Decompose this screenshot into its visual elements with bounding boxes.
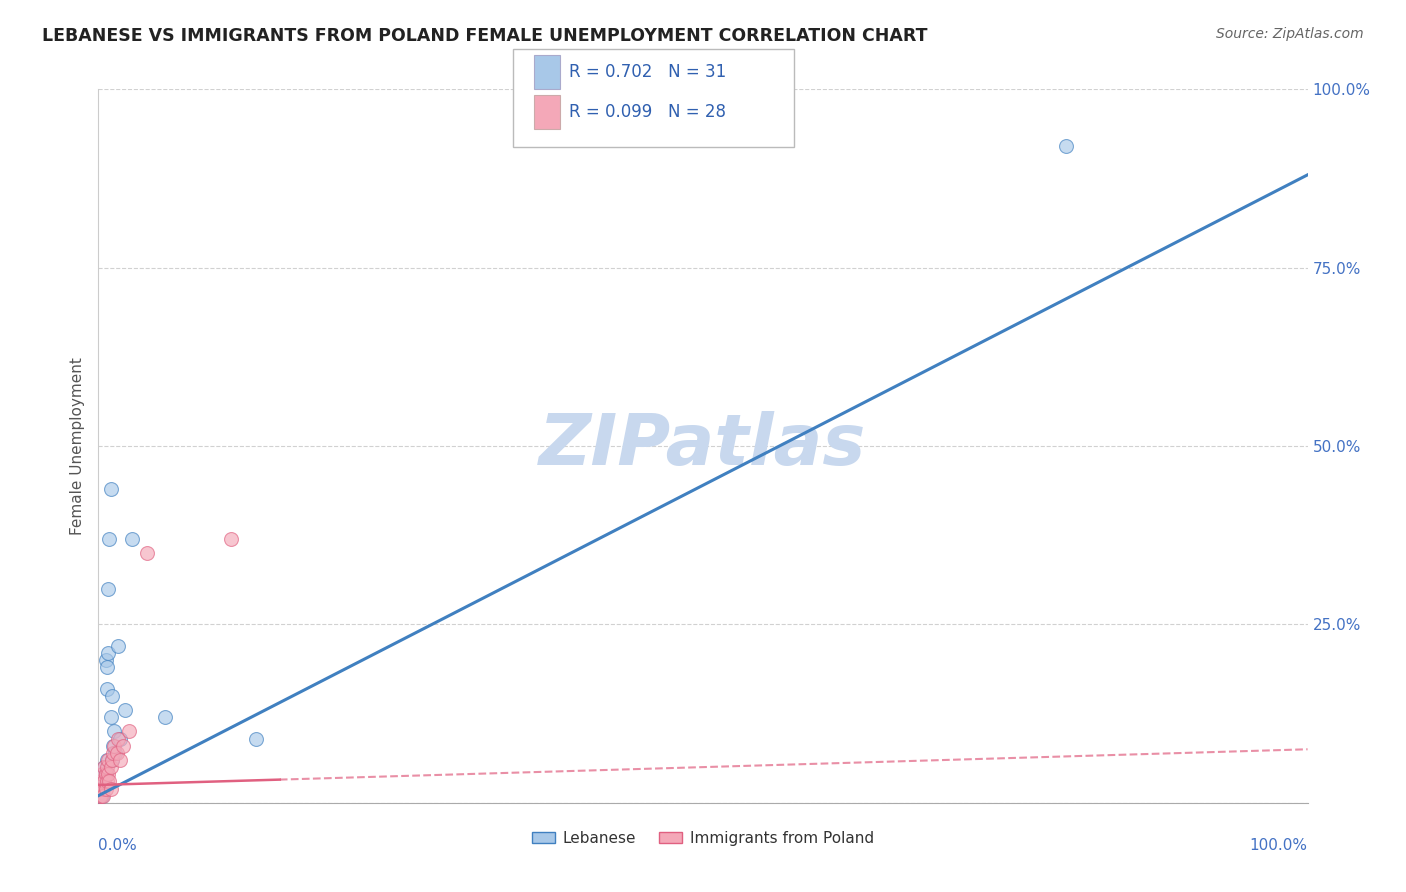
- Text: R = 0.099   N = 28: R = 0.099 N = 28: [569, 103, 727, 121]
- Point: [93, 760, 115, 774]
- Point: [108, 753, 131, 767]
- Point: [97, 753, 120, 767]
- Point: [107, 731, 129, 746]
- Point: [104, 746, 127, 760]
- Point: [89, 789, 111, 803]
- Point: [91, 774, 114, 789]
- Point: [94, 781, 117, 796]
- Point: [1054, 139, 1077, 153]
- Point: [96, 681, 118, 696]
- Point: [97, 767, 120, 781]
- Point: [114, 703, 136, 717]
- Text: 0.0%: 0.0%: [98, 838, 138, 854]
- Point: [91, 789, 114, 803]
- Text: R = 0.702   N = 31: R = 0.702 N = 31: [569, 63, 727, 81]
- Point: [98, 532, 121, 546]
- Point: [103, 739, 125, 753]
- Point: [105, 746, 128, 760]
- Point: [93, 760, 115, 774]
- Point: [93, 774, 115, 789]
- Point: [101, 739, 124, 753]
- Point: [97, 582, 120, 596]
- Point: [90, 785, 112, 799]
- Point: [100, 689, 122, 703]
- Point: [121, 532, 143, 546]
- Point: [91, 767, 114, 781]
- Point: [91, 789, 114, 803]
- Point: [96, 753, 118, 767]
- Legend: Lebanese, Immigrants from Poland: Lebanese, Immigrants from Poland: [526, 825, 880, 852]
- Point: [111, 739, 134, 753]
- Point: [98, 774, 121, 789]
- Point: [100, 753, 122, 767]
- Text: ZIPatlas: ZIPatlas: [540, 411, 866, 481]
- Point: [135, 546, 157, 560]
- Point: [90, 789, 112, 803]
- Point: [100, 781, 122, 796]
- Point: [100, 753, 122, 767]
- Y-axis label: Female Unemployment: Female Unemployment: [69, 357, 84, 535]
- Point: [89, 789, 111, 803]
- Point: [97, 646, 120, 660]
- Point: [91, 781, 114, 796]
- Text: Source: ZipAtlas.com: Source: ZipAtlas.com: [1216, 27, 1364, 41]
- Text: 100.0%: 100.0%: [1250, 838, 1308, 854]
- Point: [94, 767, 117, 781]
- Point: [96, 760, 118, 774]
- Point: [93, 774, 115, 789]
- Point: [107, 639, 129, 653]
- Point: [108, 731, 131, 746]
- Point: [91, 781, 114, 796]
- Text: LEBANESE VS IMMIGRANTS FROM POLAND FEMALE UNEMPLOYMENT CORRELATION CHART: LEBANESE VS IMMIGRANTS FROM POLAND FEMAL…: [42, 27, 928, 45]
- Point: [103, 724, 125, 739]
- Point: [89, 781, 111, 796]
- Point: [90, 774, 112, 789]
- Point: [118, 724, 141, 739]
- Point: [91, 767, 114, 781]
- Point: [96, 774, 118, 789]
- Point: [245, 731, 267, 746]
- Point: [96, 660, 118, 674]
- Point: [90, 781, 112, 796]
- Point: [101, 746, 124, 760]
- Point: [94, 767, 117, 781]
- Point: [94, 653, 117, 667]
- Point: [100, 760, 122, 774]
- Point: [100, 710, 122, 724]
- Point: [100, 482, 122, 496]
- Point: [153, 710, 176, 724]
- Point: [221, 532, 243, 546]
